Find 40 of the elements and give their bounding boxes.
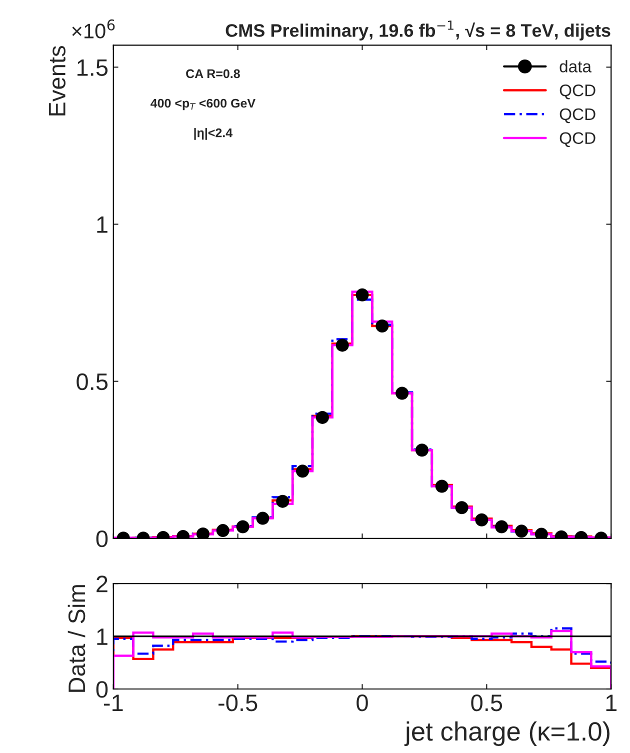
point (415, 444, 428, 457)
annotation: |η|<2.4 (194, 128, 233, 140)
point (534, 528, 548, 538)
point (276, 494, 290, 508)
point (216, 524, 230, 538)
y-axis-title: Data / Sim (68, 585, 86, 692)
y-tick-label: 0.5 (76, 373, 108, 390)
annotation: CA R=0.8 (186, 69, 240, 78)
point (336, 338, 349, 352)
point (356, 288, 369, 302)
y-tick-label: 1 (97, 216, 108, 233)
x-tick-label: 1 (606, 694, 617, 711)
legend-label: data (560, 60, 592, 72)
y-tick-label: 0 (96, 530, 108, 548)
annotation: 400 <p$_{T}$ <600 GeV (150, 98, 256, 110)
x-axis-title: jet charge (κ=1.0) (404, 721, 610, 746)
legend-label: QCD (560, 132, 596, 148)
y-tick-label: 1.5 (78, 59, 108, 76)
y-axis-title: Events (49, 46, 66, 116)
y-tick-label: 1 (97, 628, 108, 645)
text: ×10$^{6}$ (72, 19, 115, 38)
point (256, 512, 270, 525)
legend-label: QCD (560, 84, 596, 100)
point (376, 320, 389, 333)
point (236, 520, 250, 534)
point (296, 464, 310, 478)
point (196, 527, 210, 538)
point (515, 524, 528, 538)
chart-title: CMS Preliminary, 19.6 fb$^{−1}$, √s = 8 TeV, dijets (226, 20, 610, 40)
y-tick-label: 2 (96, 576, 108, 592)
x-tick-label: 0.5 (471, 694, 502, 712)
point (435, 480, 448, 493)
point (455, 501, 468, 514)
legend-label: QCD (560, 108, 596, 124)
point (495, 520, 508, 534)
x-tick-label: -0.5 (218, 694, 258, 712)
point (396, 386, 409, 400)
point (475, 513, 488, 526)
point (316, 410, 329, 424)
x-tick-label: 0 (356, 694, 368, 712)
